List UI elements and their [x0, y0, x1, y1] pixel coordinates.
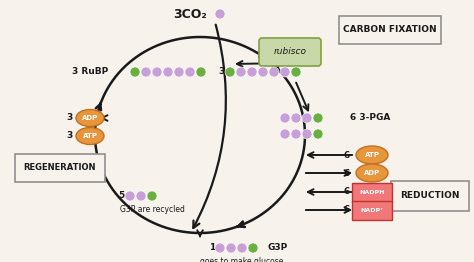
Circle shape [215, 9, 225, 19]
Text: 1: 1 [209, 243, 215, 253]
Text: REDUCTION: REDUCTION [400, 192, 460, 200]
Text: 3: 3 [67, 113, 73, 123]
Text: 3: 3 [67, 132, 73, 140]
Circle shape [258, 67, 268, 77]
Circle shape [152, 67, 162, 77]
Circle shape [125, 191, 135, 201]
Text: 3 RuBP: 3 RuBP [72, 68, 108, 77]
Text: G3P are recycled: G3P are recycled [119, 205, 184, 215]
Ellipse shape [356, 146, 388, 164]
Circle shape [280, 67, 290, 77]
Circle shape [141, 67, 151, 77]
Circle shape [269, 67, 279, 77]
FancyBboxPatch shape [352, 183, 392, 201]
Circle shape [226, 243, 236, 253]
Circle shape [291, 67, 301, 77]
Circle shape [247, 67, 257, 77]
FancyBboxPatch shape [259, 38, 321, 66]
Circle shape [196, 67, 206, 77]
Text: 6: 6 [344, 188, 350, 196]
Circle shape [215, 243, 225, 253]
Circle shape [302, 129, 312, 139]
Ellipse shape [76, 110, 104, 127]
Circle shape [147, 191, 157, 201]
Circle shape [225, 67, 235, 77]
Circle shape [291, 113, 301, 123]
Text: 5: 5 [119, 192, 125, 200]
FancyBboxPatch shape [391, 181, 469, 211]
Text: G3P: G3P [268, 243, 288, 253]
Circle shape [163, 67, 173, 77]
Ellipse shape [76, 128, 104, 145]
Circle shape [313, 129, 323, 139]
Circle shape [280, 129, 290, 139]
Text: NADPH: NADPH [359, 189, 385, 194]
Circle shape [136, 191, 146, 201]
FancyBboxPatch shape [339, 16, 441, 44]
Circle shape [174, 67, 184, 77]
Text: 6: 6 [344, 205, 350, 215]
Circle shape [237, 243, 247, 253]
Text: ATP: ATP [365, 152, 380, 158]
Circle shape [313, 113, 323, 123]
Text: 6: 6 [344, 150, 350, 160]
Circle shape [236, 67, 246, 77]
Circle shape [130, 67, 140, 77]
Text: CARBON FIXATION: CARBON FIXATION [343, 25, 437, 35]
Text: ATP: ATP [82, 133, 98, 139]
Circle shape [280, 113, 290, 123]
Ellipse shape [356, 164, 388, 182]
Text: 6 3-PGA: 6 3-PGA [350, 113, 391, 123]
Circle shape [302, 113, 312, 123]
Text: 3: 3 [219, 68, 225, 77]
Text: ADP: ADP [82, 115, 98, 121]
Text: goes to make glucose: goes to make glucose [201, 256, 283, 262]
Text: 6: 6 [344, 168, 350, 177]
Text: NADP⁺: NADP⁺ [360, 208, 383, 212]
Text: REGENERATION: REGENERATION [24, 163, 96, 172]
Text: ADP: ADP [364, 170, 380, 176]
Circle shape [248, 243, 258, 253]
FancyBboxPatch shape [352, 200, 392, 220]
FancyBboxPatch shape [15, 154, 105, 182]
Circle shape [185, 67, 195, 77]
Text: rubisco: rubisco [273, 47, 307, 57]
Text: 3CO₂: 3CO₂ [173, 8, 207, 20]
Circle shape [291, 129, 301, 139]
